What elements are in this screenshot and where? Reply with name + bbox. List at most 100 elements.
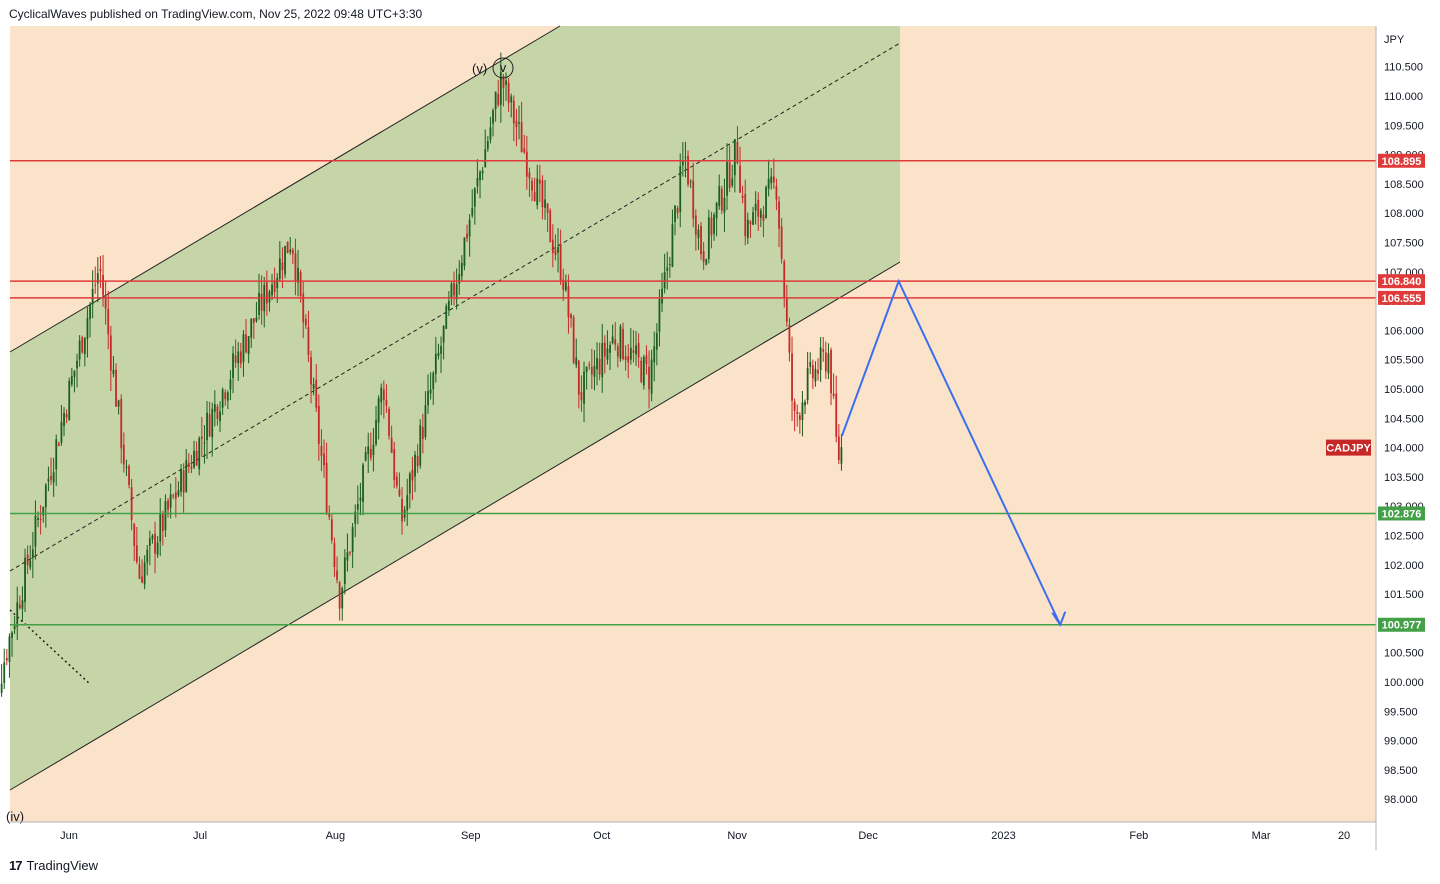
candle-body: [453, 282, 455, 296]
candle-body: [723, 197, 726, 213]
candle-body: [489, 127, 492, 140]
candle-body: [89, 304, 91, 319]
candle-body: [640, 360, 643, 383]
candle-body: [133, 524, 136, 546]
candle-body: [346, 552, 349, 561]
candle-body: [172, 495, 175, 497]
candle-body: [531, 180, 533, 191]
candle-body: [369, 448, 372, 459]
candle-body: [289, 249, 292, 253]
candle-body: [219, 411, 221, 422]
time-axis[interactable]: Jun Jul Aug Sep Oct Nov Dec 2023 Feb Mar 20: [60, 830, 1350, 842]
candle-body: [213, 404, 216, 412]
y-tick-label: 108.500: [1384, 179, 1424, 191]
candle-body: [484, 149, 487, 168]
candle-body: [655, 332, 658, 350]
candle-body: [336, 570, 338, 580]
candle-body: [362, 464, 364, 503]
tradingview-brand[interactable]: 17 TradingView: [9, 858, 98, 873]
candle-body: [99, 268, 102, 272]
candle-body: [39, 519, 42, 521]
candle-body: [538, 179, 541, 184]
candle-body: [798, 415, 801, 421]
x-tick-label: Aug: [326, 830, 346, 842]
candle-body: [523, 148, 526, 153]
y-tick-label: 103.500: [1384, 472, 1424, 484]
y-tick-label: 105.500: [1384, 355, 1424, 367]
candle-body: [486, 141, 489, 149]
candle-body: [250, 318, 253, 338]
candle-body: [635, 345, 637, 355]
y-tick-label: 100.000: [1384, 677, 1424, 689]
candle-body: [343, 557, 346, 585]
candle-body: [174, 492, 177, 499]
candle-body: [177, 490, 180, 496]
resistance-3-label: 106.555: [1382, 293, 1422, 305]
candle-body: [320, 445, 323, 456]
projection-arrowhead: [1051, 611, 1067, 627]
candle-body: [96, 273, 99, 284]
x-tick-label: Sep: [461, 830, 481, 842]
candle-body: [609, 344, 611, 353]
candle-body: [525, 151, 528, 177]
candle-body: [772, 176, 775, 183]
candle-body: [720, 188, 723, 211]
candle-body: [299, 272, 302, 296]
candle-body: [713, 214, 715, 234]
candle-body: [276, 277, 279, 289]
candle-body: [414, 454, 416, 477]
candle-body: [733, 139, 736, 176]
candle-body: [557, 247, 559, 253]
tradingview-logo-icon: 17: [9, 858, 23, 873]
candle-body: [234, 355, 237, 363]
candle-body: [549, 210, 552, 243]
candle-body: [406, 495, 409, 511]
candle-body: [278, 258, 281, 279]
candle-body: [788, 324, 791, 353]
price-axis[interactable]: JPY 98.000 98.500 99.000 99.500 100.000 100.50…: [1384, 34, 1424, 806]
candle-body: [375, 419, 377, 445]
candle-body: [837, 436, 840, 461]
candle-body: [492, 110, 494, 124]
candle-body: [507, 82, 510, 104]
candle-body: [749, 221, 752, 225]
candle-body: [765, 187, 767, 219]
candle-body: [148, 538, 151, 546]
x-tick-label: Dec: [858, 830, 878, 842]
candle-body: [775, 186, 778, 200]
candle-body: [141, 576, 143, 583]
candle-body: [806, 367, 809, 401]
candle-body: [466, 233, 468, 239]
candle-body: [596, 358, 598, 370]
candle-body: [676, 208, 679, 214]
y-tick-label: 109.500: [1384, 120, 1424, 132]
candle-body: [460, 262, 463, 277]
candle-body: [663, 271, 666, 289]
candle-body: [169, 494, 172, 508]
candle-body: [637, 343, 640, 358]
candle-body: [161, 513, 164, 532]
y-tick-label: 106.000: [1384, 325, 1424, 337]
candle-body: [570, 314, 572, 319]
candle-body: [112, 369, 115, 374]
levels-layer: [10, 160, 1376, 626]
candle-body: [606, 348, 609, 360]
candle-body: [536, 178, 539, 206]
candle-body: [37, 518, 39, 520]
candle-body: [830, 349, 832, 394]
candle-body: [770, 176, 773, 184]
candle-body: [78, 340, 81, 360]
candle-body: [564, 282, 567, 291]
y-tick-label: 105.000: [1384, 384, 1424, 396]
candle-body: [827, 353, 830, 374]
y-tick-label: 98.000: [1384, 794, 1418, 806]
candle-body: [206, 412, 208, 441]
candle-body: [814, 368, 817, 382]
resistance-1-badge: [1378, 153, 1425, 168]
candle-body: [164, 501, 167, 531]
candle-body: [744, 194, 747, 237]
candle-body: [551, 239, 554, 254]
candle-body: [130, 487, 133, 520]
x-tick-label: 2023: [991, 830, 1015, 842]
